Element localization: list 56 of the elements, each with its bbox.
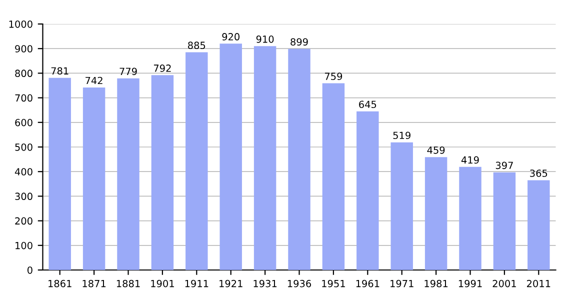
bar [390, 142, 413, 270]
bar [82, 87, 106, 270]
data-label: 910 [256, 36, 274, 43]
data-label: 920 [222, 33, 240, 40]
y-tick-label: 600 [15, 118, 32, 126]
bar [186, 52, 208, 270]
data-label: 397 [496, 162, 513, 170]
y-tick-label: 200 [15, 217, 32, 225]
y-tick-label: 400 [14, 168, 32, 176]
x-tick-label: 1871 [82, 280, 106, 288]
bar [356, 111, 379, 270]
x-tick-label: 1951 [322, 280, 345, 288]
x-tick-label: 2001 [492, 280, 516, 288]
bar [322, 83, 345, 270]
x-tick-label: 1981 [424, 280, 448, 288]
x-tick-label: 1881 [116, 280, 140, 288]
x-tick-label: 1936 [288, 280, 312, 288]
data-label: 419 [461, 156, 479, 164]
bar [528, 180, 550, 270]
y-tick-label: 0 [27, 266, 32, 274]
bar [493, 172, 516, 270]
x-tick-label: 1961 [356, 280, 380, 288]
data-label: 899 [290, 38, 308, 46]
x-tick-label: 1971 [390, 280, 414, 288]
y-tick-label: 1000 [9, 20, 32, 28]
y-tick-label: 100 [16, 242, 32, 250]
x-tick-label: 1921 [220, 280, 242, 288]
x-tick-label: 2011 [526, 280, 550, 288]
data-label: 759 [324, 72, 342, 80]
bar [48, 78, 71, 270]
y-tick-label: 700 [15, 94, 32, 102]
data-label: 365 [530, 170, 548, 177]
x-tick-label: 1991 [458, 280, 482, 288]
data-label: 781 [51, 67, 68, 75]
x-tick-label: 1931 [254, 280, 277, 288]
bar [254, 46, 276, 270]
y-tick-label: 800 [15, 70, 32, 78]
data-label: 742 [86, 76, 102, 84]
data-label: 885 [188, 42, 206, 50]
data-label: 459 [427, 146, 445, 154]
data-label: 519 [393, 132, 410, 140]
x-tick-label: 1861 [48, 280, 72, 288]
y-tick-label: 500 [15, 143, 32, 151]
bar [288, 48, 310, 270]
bar [459, 166, 482, 270]
bar [117, 78, 140, 270]
bar [151, 75, 174, 270]
y-tick-label: 900 [15, 45, 32, 52]
y-tick-label: 300 [15, 192, 32, 200]
data-label: 779 [120, 68, 137, 76]
x-tick-label: 1911 [185, 280, 208, 288]
bar [424, 157, 448, 270]
data-label: 645 [359, 100, 376, 108]
bar [220, 44, 242, 270]
data-label: 792 [154, 64, 171, 72]
x-tick-label: 1901 [151, 280, 174, 288]
